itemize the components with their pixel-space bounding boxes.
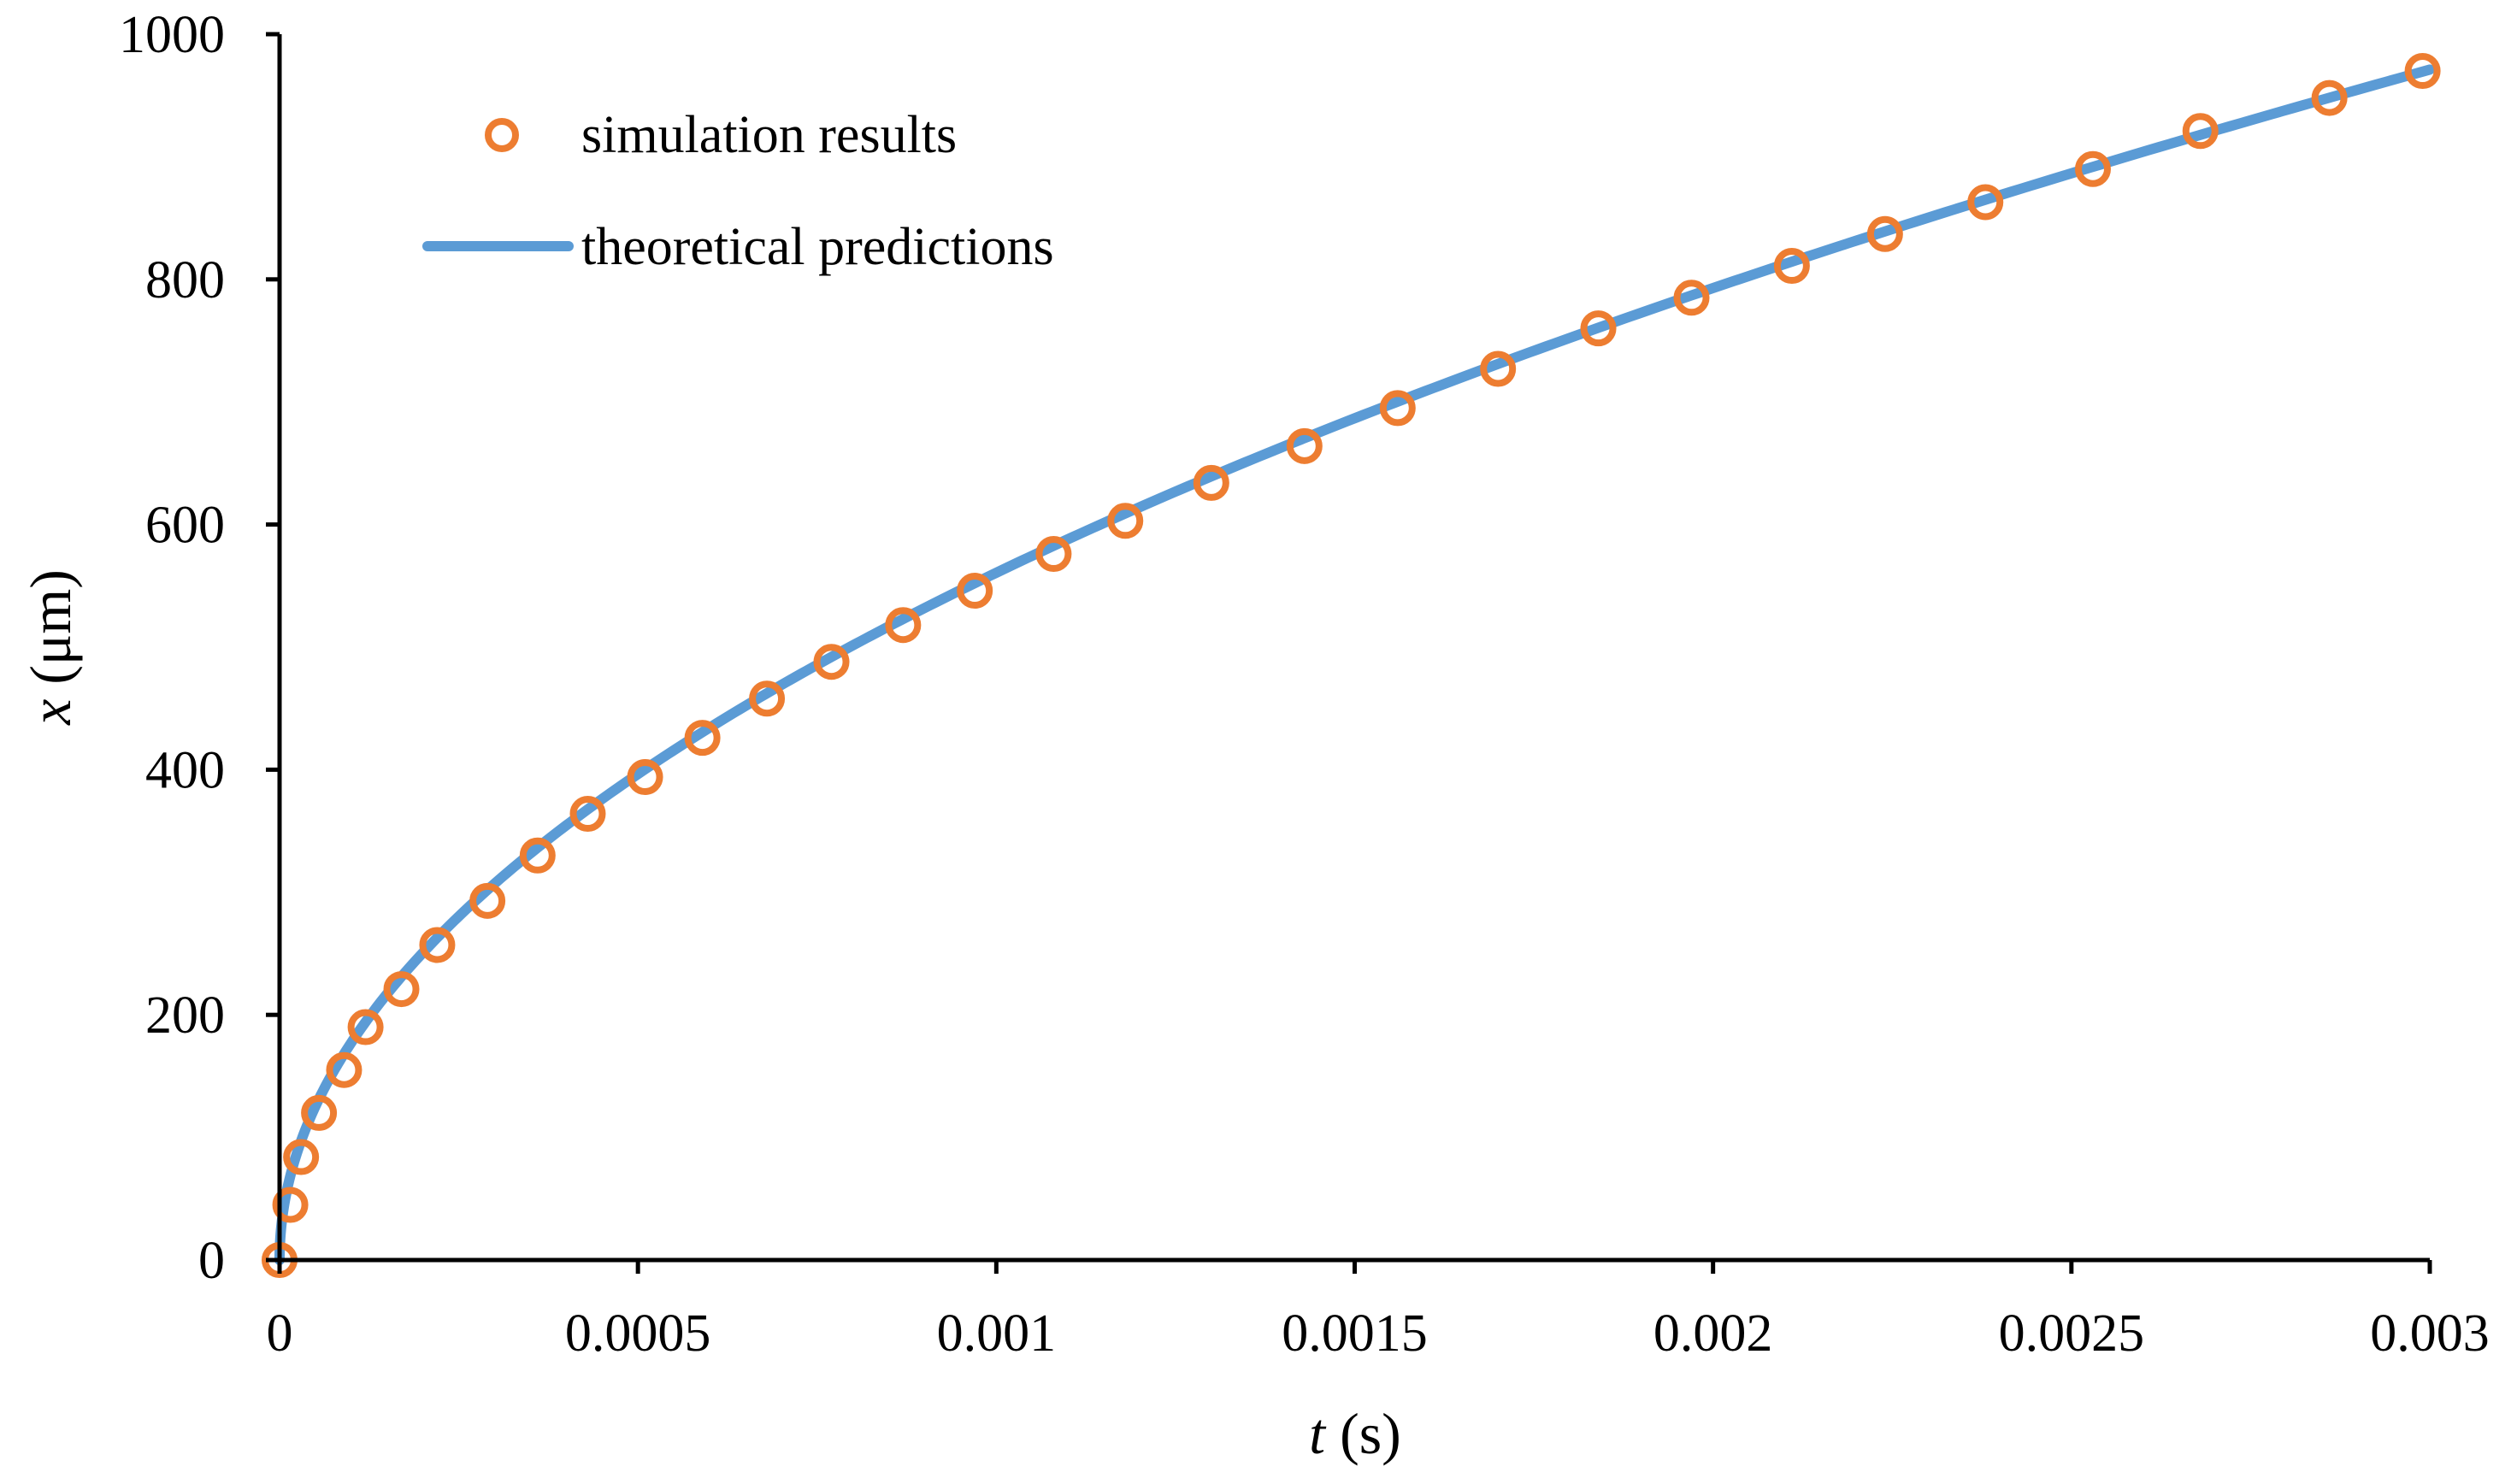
legend-label-theory: theoretical predictions: [581, 218, 1054, 276]
sim-point: [684, 720, 721, 757]
sim-point: [627, 759, 663, 796]
sim-point: [1193, 464, 1229, 501]
sim-point: [885, 607, 922, 644]
sim-point: [419, 927, 456, 963]
sim-point: [1379, 390, 1416, 427]
legend-label-simulation: simulation results: [581, 106, 957, 164]
sim-point: [1866, 215, 1903, 252]
sim-point: [2074, 150, 2111, 187]
sim-point: [1580, 310, 1617, 347]
y-axis-title: x (μm): [18, 569, 83, 726]
legend-marker-simulation: [485, 118, 519, 152]
y-tick-label: 0: [198, 1232, 225, 1290]
x-tick-label: 0.001: [937, 1304, 1057, 1363]
x-axis-title-unit: (s): [1325, 1401, 1401, 1466]
sim-point: [283, 1139, 320, 1175]
x-tick-label: 0.0025: [1999, 1304, 2145, 1363]
sim-point: [749, 680, 786, 717]
sim-point: [1673, 280, 1710, 316]
sim-point: [1286, 427, 1323, 464]
sim-point: [957, 573, 993, 610]
plot-area: [262, 53, 2441, 1278]
x-axis-title-var: t: [1309, 1401, 1327, 1466]
y-tick-label: 1000: [119, 6, 225, 64]
sim-point: [1967, 184, 2004, 221]
y-tick-label: 600: [145, 497, 225, 555]
x-tick-label: 0.0005: [565, 1304, 711, 1363]
markers-group: [262, 53, 2441, 1278]
x-tick-label: 0: [267, 1304, 293, 1363]
sim-point: [2182, 113, 2219, 150]
x-tick-label: 0.003: [2370, 1304, 2490, 1363]
y-tick-label: 800: [145, 251, 225, 309]
sim-point: [519, 837, 556, 874]
y-tick-label: 400: [145, 741, 225, 799]
sim-point: [2311, 80, 2348, 116]
sim-point: [301, 1094, 338, 1131]
sim-point: [1480, 350, 1517, 387]
sim-point: [326, 1051, 363, 1088]
x-axis-title: t (s): [1309, 1401, 1401, 1466]
y-axis-title-var: x: [18, 699, 83, 726]
sim-point: [1773, 248, 1810, 285]
sim-point: [347, 1009, 384, 1045]
sim-point: [469, 882, 506, 919]
sim-point: [1107, 503, 1144, 539]
x-tick-label: 0.002: [1653, 1304, 1773, 1363]
sim-point: [569, 796, 606, 833]
sim-point: [2404, 53, 2441, 90]
y-tick-label: 200: [145, 986, 225, 1045]
sim-point: [383, 971, 420, 1008]
sim-point: [813, 644, 850, 680]
sim-point: [1035, 536, 1072, 573]
ticks-group: 0 200 400 600 800 1000 0 0.0005 0.001 0.0015 0.002…: [119, 6, 2490, 1363]
sim-point: [272, 1187, 309, 1223]
legend: simulation results theoretical predictio…: [422, 106, 1054, 276]
x-tick-label: 0.0015: [1282, 1304, 1428, 1363]
y-axis-title-unit: (μm): [18, 569, 83, 699]
